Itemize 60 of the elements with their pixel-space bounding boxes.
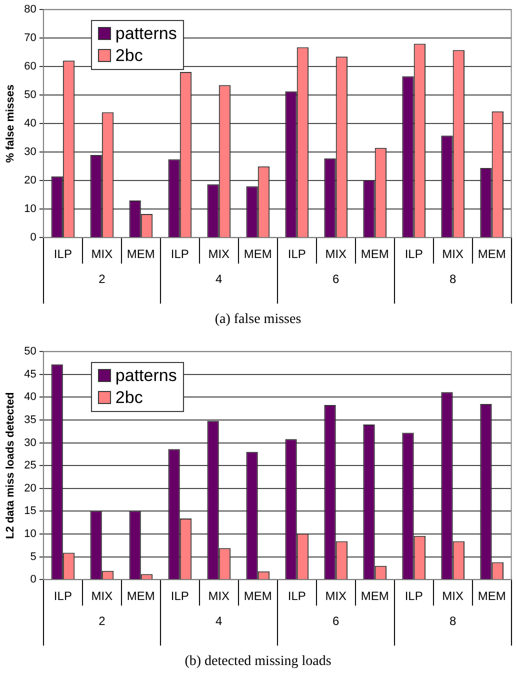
x-tick-label: MIX [325, 247, 347, 262]
y-tick-label: 30 [24, 146, 36, 158]
text: 6 [332, 614, 340, 628]
x-tick-label: MEM [244, 589, 272, 604]
y-tick-label: 0 [30, 232, 36, 244]
x-tick-label: ILP [288, 589, 306, 604]
x-tick-label: ILP [404, 247, 423, 262]
y-tick-label: 5 [30, 550, 36, 563]
x-tick-label: MIX [208, 589, 230, 604]
x-tick-label: MEM [478, 247, 506, 262]
y-tick-label: 40 [24, 118, 36, 130]
text: 4 [216, 614, 223, 628]
y-tick-label: 50 [24, 89, 36, 102]
x-tick-label: MIX [208, 247, 230, 262]
text: (a) false misses [214, 312, 302, 329]
legend-label: 2bc [115, 44, 143, 67]
y-tick-label: 35 [24, 414, 36, 426]
x-tick-label: ILP [288, 247, 306, 262]
x-tick-label: ILP [170, 247, 189, 262]
x-tick-label: MEM [360, 589, 389, 604]
y-tick-label: 0 [30, 574, 36, 586]
y-tick-label: 15 [24, 505, 36, 518]
text: 2 [98, 272, 106, 286]
y-axis-title: % false misses [4, 84, 17, 163]
y-tick-label: 10 [24, 203, 36, 216]
x-tick-label: MEM [244, 247, 272, 262]
y-tick-label: 45 [24, 368, 36, 380]
x-tick-label: MEM [478, 589, 506, 604]
y-tick-label: 20 [24, 174, 36, 187]
y-tick-label: 10 [24, 528, 36, 540]
x-tick-label: MEM [360, 247, 389, 262]
x-tick-label: MIX [91, 589, 113, 604]
y-tick-label: 50 [24, 346, 36, 358]
x-tick-label: MEM [126, 589, 155, 604]
text: 8 [450, 614, 456, 628]
y-tick-label: 30 [24, 436, 36, 449]
text: 8 [450, 272, 456, 286]
y-tick-label: 40 [24, 391, 36, 404]
legend-label: 2bc [115, 386, 143, 409]
y-axis-title: L2 data miss loads detected [4, 392, 17, 539]
x-tick-label: ILP [170, 589, 189, 604]
legend-label: patterns [115, 22, 177, 45]
y-tick-label: 25 [24, 460, 36, 472]
legend-label: patterns [115, 364, 177, 387]
text: 6 [332, 272, 340, 286]
x-tick-label: ILP [404, 589, 423, 604]
y-tick-label: 20 [24, 482, 36, 494]
x-tick-label: MIX [442, 247, 464, 262]
x-tick-label: ILP [54, 247, 72, 262]
y-tick-label: 60 [24, 60, 36, 73]
text: (b) detected missing loads [184, 654, 332, 671]
text: 2 [98, 614, 106, 628]
y-tick-label: 70 [24, 32, 36, 44]
x-tick-label: ILP [54, 589, 72, 604]
x-tick-label: MIX [91, 247, 113, 262]
x-tick-label: MIX [442, 589, 464, 604]
text: 4 [216, 272, 223, 286]
x-tick-label: MEM [126, 247, 155, 262]
x-tick-label: MIX [325, 589, 347, 604]
y-tick-label: 80 [24, 4, 36, 16]
